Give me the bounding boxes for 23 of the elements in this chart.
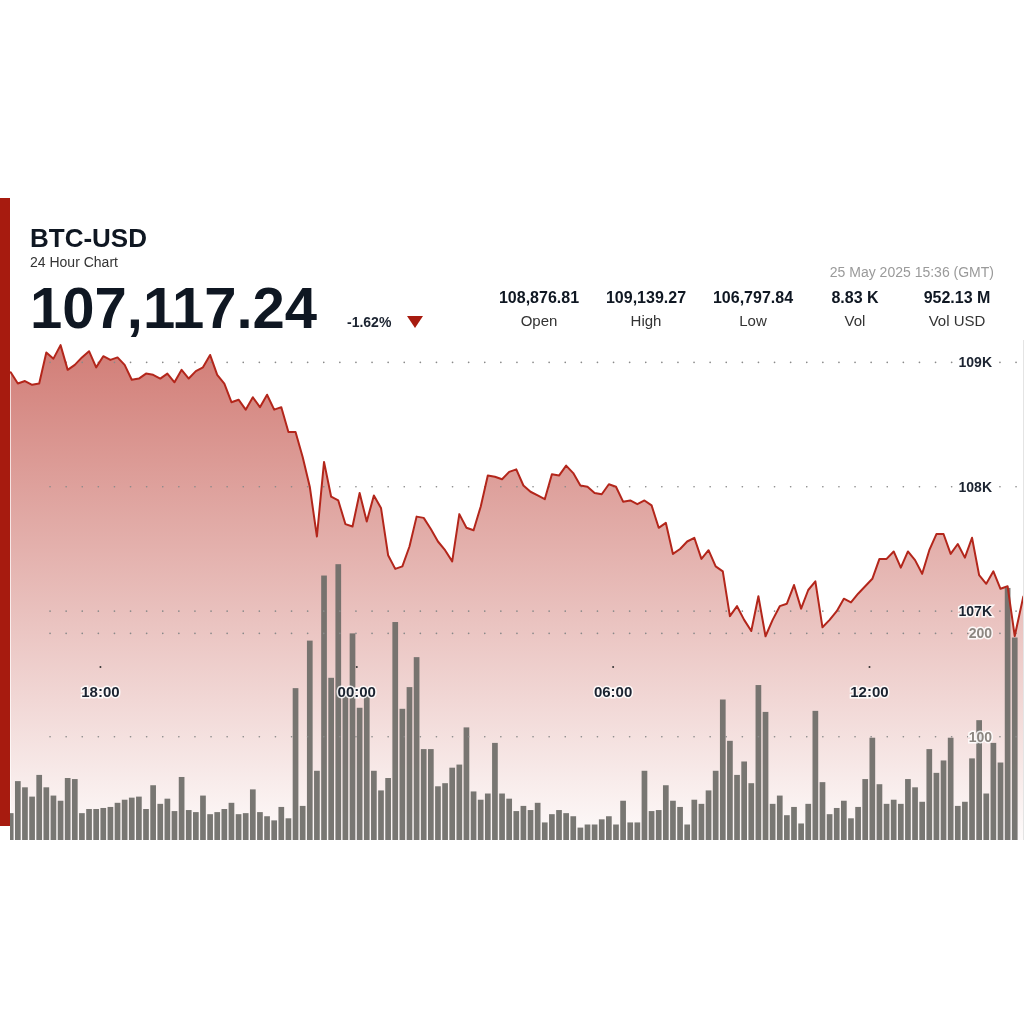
- text: 25 May 2025 15:36 (GMT): [829, 264, 994, 280]
- y-tick-label: 107K: [958, 603, 992, 620]
- chart-title: BTC-USD: [30, 223, 147, 253]
- chart-subtitle: 24 Hour Chart: [30, 254, 119, 270]
- text: Open: [520, 312, 558, 329]
- text: 107,117.24: [30, 275, 318, 340]
- text: 108,876.81: [498, 289, 580, 306]
- y-tick-label: 109K: [958, 354, 992, 371]
- x-tick-label: 18:00: [81, 683, 120, 700]
- text: Vol: [844, 312, 866, 329]
- y-tick-label: 108K: [958, 478, 992, 495]
- x-tick-label: 12:00: [850, 683, 889, 700]
- text: 8.83 K: [831, 289, 880, 306]
- text: High: [630, 312, 662, 329]
- text: Vol USD: [928, 312, 986, 329]
- text: 106,797.84: [712, 289, 794, 306]
- text: 109,139.27: [605, 289, 687, 306]
- y2-tick-label: 200: [968, 625, 993, 642]
- text: 952.13 M: [923, 289, 991, 306]
- x-tick-label: 06:00: [593, 683, 633, 700]
- bar: [1011, 637, 1018, 840]
- text: -1.62%: [347, 314, 392, 330]
- text: Low: [739, 312, 767, 329]
